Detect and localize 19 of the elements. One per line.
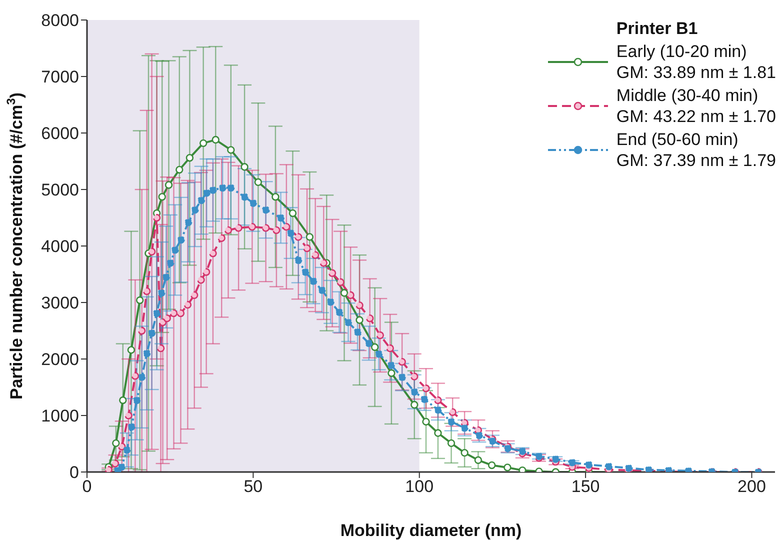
y-tick-label: 1000 xyxy=(41,406,79,426)
y-tick-label: 8000 xyxy=(41,11,79,30)
x-tick-label: 50 xyxy=(244,477,263,496)
y-tick-label: 5000 xyxy=(41,180,79,200)
y-tick-label: 7000 xyxy=(41,68,79,87)
y-tick-label: 2000 xyxy=(41,350,79,370)
y-tick-label: 0 xyxy=(70,463,79,482)
legend-label: Early (10-20 min) GM: 33.89 nm ± 1.81 xyxy=(616,41,776,83)
y-tick-label: 3000 xyxy=(41,294,79,313)
x-tick-label: 150 xyxy=(571,477,600,496)
legend-label: Middle (30-40 min) GM: 43.22 nm ± 1.70 xyxy=(616,85,776,127)
legend-title: Printer B1 xyxy=(616,18,699,39)
x-tick-label: 100 xyxy=(405,477,434,496)
legend-label: End (50-60 min) GM: 37.39 nm ± 1.79 xyxy=(616,129,776,171)
y-tick-label: 4000 xyxy=(41,237,79,256)
x-tick-label: 0 xyxy=(82,477,92,496)
x-axis-title: Mobility diameter (nm) xyxy=(340,521,522,540)
x-tick-label: 200 xyxy=(738,477,766,496)
y-tick-label: 6000 xyxy=(41,124,79,144)
